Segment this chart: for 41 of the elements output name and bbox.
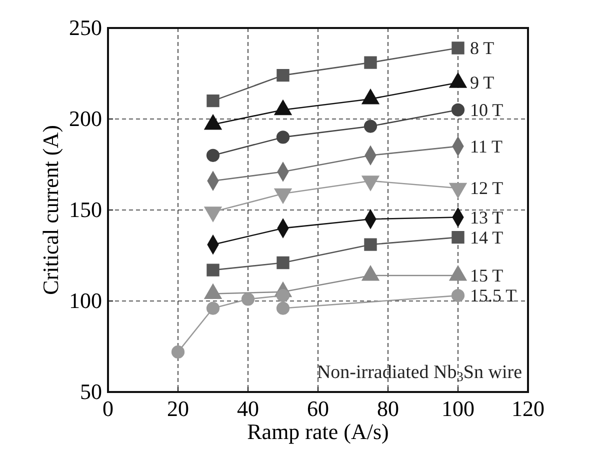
series-label: 14 T bbox=[470, 227, 504, 248]
y-tick-label: 200 bbox=[69, 106, 102, 131]
x-tick-label: 0 bbox=[102, 396, 114, 421]
series-label: 13 T bbox=[470, 207, 504, 228]
point bbox=[364, 238, 377, 251]
point bbox=[206, 148, 220, 162]
series-label: 11 T bbox=[470, 136, 503, 156]
annotation: Non-irradiated Nb$_{3}$Sn wire bbox=[316, 362, 522, 384]
point bbox=[451, 288, 465, 302]
y-tick-label: 150 bbox=[69, 197, 102, 222]
point bbox=[451, 103, 465, 116]
point bbox=[206, 264, 220, 276]
point bbox=[364, 56, 377, 69]
series-label: 8 T bbox=[470, 38, 494, 58]
point bbox=[364, 120, 378, 133]
y-axis-title: Critical current (A) bbox=[38, 125, 63, 295]
x-tick-label: 120 bbox=[512, 396, 544, 421]
point bbox=[452, 230, 464, 244]
y-tick-label: 100 bbox=[69, 288, 102, 313]
x-tick-label: 20 bbox=[167, 396, 189, 421]
point bbox=[276, 256, 290, 270]
point bbox=[206, 94, 220, 108]
point bbox=[276, 130, 290, 144]
point bbox=[206, 302, 220, 315]
series-label: 10 T bbox=[470, 100, 504, 120]
point bbox=[452, 42, 464, 54]
series-label: 9 T bbox=[470, 72, 494, 93]
series-label: 15 T bbox=[470, 266, 504, 286]
y-tick-label: 250 bbox=[69, 15, 102, 40]
point bbox=[276, 68, 290, 82]
x-tick-label: 60 bbox=[307, 396, 329, 421]
series-label: 15.5 T bbox=[470, 286, 517, 306]
point bbox=[276, 302, 290, 315]
x-tick-label: 100 bbox=[442, 396, 474, 421]
y-tick-label: 50 bbox=[80, 379, 102, 404]
series-label: 12 T bbox=[470, 178, 504, 198]
x-axis-title: Ramp rate (A/s) bbox=[247, 419, 389, 444]
point bbox=[171, 345, 185, 359]
x-tick-label: 80 bbox=[377, 396, 399, 421]
x-tick-label: 40 bbox=[237, 396, 259, 421]
point bbox=[241, 292, 255, 306]
